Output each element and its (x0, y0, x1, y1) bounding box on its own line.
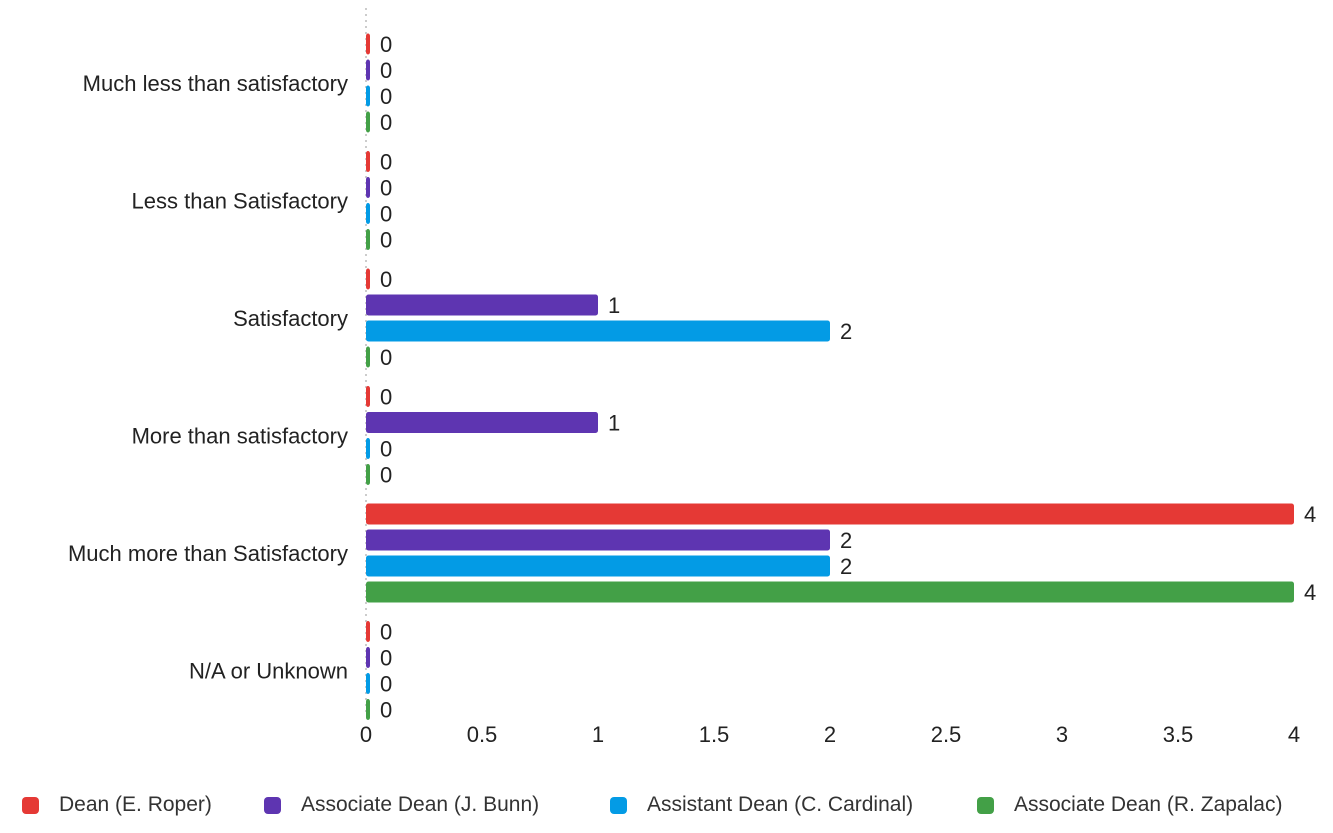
bar (366, 294, 598, 316)
bar-value-label: 0 (380, 202, 392, 227)
bar-value-label: 0 (380, 646, 392, 671)
bar-value-label: 2 (840, 554, 852, 579)
bar (366, 647, 370, 668)
bar-value-label: 0 (380, 345, 392, 370)
bar-value-label: 4 (1304, 580, 1316, 605)
x-tick-labels: 0 0.5 1 1.5 2 2.5 3 3.5 4 (360, 722, 1300, 747)
bar (366, 412, 598, 433)
legend-label: Dean (E. Roper) (59, 793, 212, 816)
bar (366, 464, 370, 485)
x-tick-label: 2.5 (931, 722, 962, 747)
bar (366, 229, 370, 250)
legend-swatch (977, 796, 994, 814)
bar-value-label: 0 (380, 463, 392, 488)
x-tick-label: 0.5 (467, 722, 498, 747)
legend-swatch (22, 796, 39, 814)
category-label: Much more than Satisfactory (68, 541, 348, 566)
bar (366, 699, 370, 720)
bar (366, 621, 370, 642)
legend-label: Associate Dean (J. Bunn) (301, 793, 540, 816)
bar (366, 203, 370, 224)
category-label: Satisfactory (233, 306, 348, 331)
legend-item[interactable]: Assistant Dean (C. Cardinal) (610, 790, 913, 820)
bar (366, 59, 370, 81)
bar-value-label: 0 (380, 620, 392, 645)
bar-value-label: 2 (840, 528, 852, 553)
legend-swatch (264, 796, 281, 814)
bar-value-label: 0 (380, 267, 392, 292)
bar (366, 177, 370, 198)
x-tick-label: 3 (1056, 722, 1068, 747)
legend: Dean (E. Roper) Associate Dean (J. Bunn) A… (0, 790, 1333, 820)
category-label: Less than Satisfactory (132, 189, 348, 214)
bar-value-label: 0 (380, 150, 392, 175)
category-labels: Much less than satisfactory Less than Sat… (68, 71, 348, 684)
bar (366, 386, 370, 407)
bar (366, 85, 370, 107)
x-tick-label: 0 (360, 722, 372, 747)
bar-value-label: 0 (380, 672, 392, 697)
bar-value-label: 1 (608, 293, 620, 318)
bar-value-label: 0 (380, 437, 392, 462)
bar (366, 529, 830, 551)
bar (366, 268, 370, 290)
bar-value-label: 0 (380, 58, 392, 83)
bar-value-label: 0 (380, 698, 392, 723)
bar (366, 555, 830, 577)
x-tick-label: 2 (824, 722, 836, 747)
bar (366, 438, 370, 459)
legend-label: Assistant Dean (C. Cardinal) (647, 793, 914, 816)
bar-value-label: 0 (380, 385, 392, 410)
bar (366, 320, 830, 342)
legend-item[interactable]: Dean (E. Roper) (22, 790, 212, 820)
bar-value-label: 4 (1304, 502, 1316, 527)
category-label: N/A or Unknown (189, 659, 348, 684)
legend-item[interactable]: Associate Dean (R. Zapalac) (977, 790, 1282, 820)
category-label: More than satisfactory (132, 424, 348, 449)
x-tick-label: 1.5 (699, 722, 730, 747)
bar-value-label: 0 (380, 228, 392, 253)
x-tick-label: 4 (1288, 722, 1300, 747)
bar (366, 673, 370, 694)
bar-value-label: 0 (380, 176, 392, 201)
bar (366, 503, 1294, 525)
x-tick-label: 1 (592, 722, 604, 747)
x-tick-label: 3.5 (1163, 722, 1194, 747)
bar (366, 33, 370, 55)
legend-swatch (610, 796, 627, 814)
bar (366, 346, 370, 368)
bars (366, 33, 1294, 720)
bar (366, 111, 370, 133)
bar-value-label: 0 (380, 110, 392, 135)
bar-value-label: 2 (840, 319, 852, 344)
bar (366, 581, 1294, 603)
bar (366, 151, 370, 172)
bar-value-label: 0 (380, 84, 392, 109)
bar-value-label: 0 (380, 32, 392, 57)
legend-item[interactable]: Associate Dean (J. Bunn) (264, 790, 539, 820)
legend-label: Associate Dean (R. Zapalac) (1014, 793, 1283, 816)
bar-value-label: 1 (608, 411, 620, 436)
category-label: Much less than satisfactory (83, 71, 348, 96)
